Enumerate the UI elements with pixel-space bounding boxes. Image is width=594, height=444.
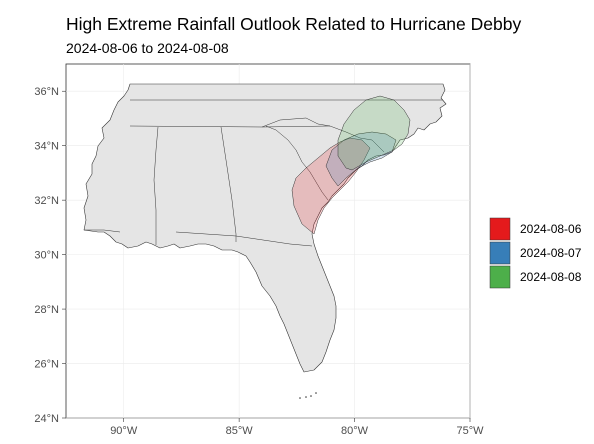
y-tick-label: 26°N [34,359,59,371]
georgia-south-carolina-border [265,125,329,201]
legend-swatch [489,217,511,241]
florida-keys-dot [315,392,317,394]
y-tick-label: 30°N [34,250,59,262]
north-carolina-south-border [261,117,385,153]
florida-keys-dot [299,397,301,399]
legend-label: 2024-08-06 [520,222,582,236]
x-tick-label: 75°W [456,425,484,437]
y-tick-label: 36°N [34,86,59,98]
y-tick-label: 24°N [34,413,59,425]
x-tick-label: 80°W [341,425,369,437]
outlook-areas [291,95,411,235]
legend: 2024-08-06 2024-08-07 2024-08-08 [489,217,582,289]
southeast-states-outline [83,83,447,373]
outlook-area-2024-08-06 [291,137,371,235]
chart-title: High Extreme Rainfall Outlook Related to… [66,14,522,34]
state-borders [84,99,443,247]
x-axis: 90°W 85°W 80°W 75°W [110,418,484,437]
y-tick-label: 28°N [34,304,59,316]
mississippi-alabama-border [153,126,159,245]
louisiana-border [84,229,121,233]
florida-keys-dot [310,395,312,397]
chart-subtitle: 2024-08-06 to 2024-08-08 [66,40,229,56]
florida-keys-dot [305,396,307,398]
y-tick-label: 32°N [34,195,59,207]
legend-label: 2024-08-08 [520,270,582,284]
legend-label: 2024-08-07 [520,246,582,260]
land-mass [83,83,447,399]
florida-north-border [175,231,313,247]
outlook-area-2024-08-07 [325,131,397,187]
y-axis: 24°N 26°N 28°N 30°N 32°N 34°N 36°N [34,86,66,425]
outlook-area-2024-08-08 [337,95,411,171]
alabama-georgia-border [220,126,237,242]
legend-swatch [489,265,511,289]
y-tick-label: 34°N [34,141,59,153]
legend-swatch [489,241,511,265]
x-tick-label: 90°W [110,425,138,437]
x-tick-label: 85°W [226,425,254,437]
